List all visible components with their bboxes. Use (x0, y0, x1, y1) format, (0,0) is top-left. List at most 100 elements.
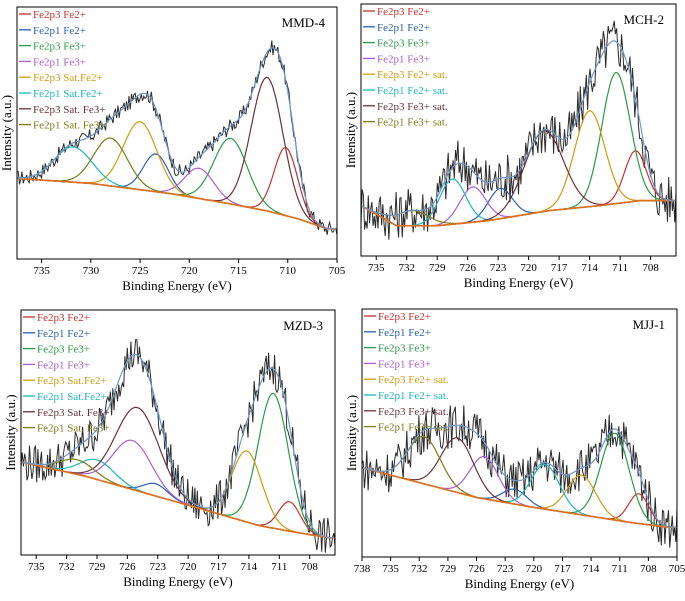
x-tick-label: 735 (33, 265, 50, 277)
background-line (362, 466, 677, 528)
plot-frame (360, 3, 677, 257)
x-tick-label: 717 (210, 561, 227, 573)
panel-mch-2: 735 732 729 726 723 720 717 714 711 708 Binding En… (343, 3, 677, 290)
x-tick-label: 735 (368, 262, 385, 274)
legend-entry: Fe2p1 Fe3+ sat. (377, 117, 448, 129)
envelope-fit (361, 40, 676, 217)
x-tick-label: 730 (83, 265, 100, 277)
legend-entry: Fe2p1 Fe2+ (37, 328, 90, 340)
x-tick-label: 729 (89, 561, 106, 573)
x-tick-label: 710 (280, 265, 297, 277)
legend-entry: Fe2p3 Fe3+ (37, 344, 90, 356)
panel-title: MMD-4 (282, 15, 326, 30)
legend-entry: Fe2p3 Fe2+ (377, 6, 430, 18)
x-tick-label: 717 (554, 563, 571, 575)
legend-entry: Fe2p1 Fe2+ (378, 327, 431, 339)
x-tick-label: 711 (271, 561, 287, 573)
envelope-fit (362, 424, 677, 528)
x-tick-label: 725 (132, 265, 149, 277)
background-line (17, 177, 337, 230)
x-tick-label: 708 (642, 262, 659, 274)
plot-area (17, 40, 337, 236)
x-tick-label: 732 (411, 563, 428, 575)
x-tick-label: 726 (459, 262, 476, 274)
x-tick-label: 735 (382, 563, 399, 575)
raw-spectrum (17, 40, 337, 236)
legend-entry: Fe2p3 Fe2+ sat. (378, 374, 449, 386)
legend-entry: Fe2p1 Fe2+ (377, 22, 430, 34)
envelope-fit (21, 353, 335, 539)
x-axis-label: Binding Energy (eV) (465, 576, 575, 591)
component-1 (362, 467, 677, 528)
plot-frame (361, 308, 678, 558)
plot-frame (16, 6, 338, 260)
x-tick-label: 714 (241, 561, 258, 573)
component-5 (21, 450, 335, 539)
panel-mjj-1: 738 735 732 729 726 723 720 717 714 711 708 705 Bind… (344, 308, 685, 591)
legend-entry: Fe2p1 Fe2+ sat. (378, 390, 449, 402)
legend: Fe2p3 Fe2+ Fe2p1 Fe2+ Fe2p3 Fe3+ Fe2p1 Fe3+… (23, 312, 110, 435)
component-2 (362, 467, 677, 528)
x-tick-label: 705 (669, 563, 685, 575)
x-tick-label: 726 (119, 561, 136, 573)
x-tick-label: 708 (301, 561, 318, 573)
x-tick-label: 714 (581, 262, 598, 274)
x-tick-label: 705 (329, 265, 346, 277)
raw-spectrum (361, 20, 676, 240)
legend-entry: Fe2p3 Fe2+ (37, 312, 90, 324)
plot-area (21, 338, 335, 553)
legend: Fe2p3 Fe2+ Fe2p1 Fe2+ Fe2p3 Fe3+ Fe2p1 Fe3+… (363, 6, 448, 129)
y-axis-label: Intensity (a.u.) (3, 394, 18, 470)
x-tick-label: 715 (230, 265, 247, 277)
background-line (21, 461, 335, 539)
legend-entry: Fe2p3 Sat.Fe2+ (33, 72, 103, 84)
legend: Fe2p3 Fe2+ Fe2p1 Fe2+ Fe2p3 Fe3+ Fe2p1 Fe3+… (19, 9, 106, 132)
plot-frame (20, 309, 336, 556)
legend-entry: Fe2p1 Fe3+ (37, 359, 90, 371)
legend-entry: Fe2p1 Fe3+ sat. (378, 422, 449, 434)
x-axis-label: Binding Energy (eV) (123, 574, 233, 589)
x-tick-label: 708 (640, 563, 657, 575)
x-axis-label: Binding Energy (eV) (464, 275, 574, 290)
legend-entry: Fe2p3 Sat. Fe3+ (37, 407, 110, 419)
x-tick-label: 729 (440, 563, 457, 575)
legend-entry: Fe2p3 Fe3+ sat. (378, 406, 449, 418)
component-5 (362, 467, 677, 528)
x-tick-label: 723 (149, 561, 166, 573)
x-tick-label: 729 (429, 262, 446, 274)
y-axis-label: Intensity (a.u.) (344, 395, 359, 471)
legend-entry: Fe2p1 Fe2+ sat. (377, 85, 448, 97)
x-tick-label: 711 (612, 262, 628, 274)
x-tick-label: 717 (551, 262, 568, 274)
legend-entry: Fe2p1 Fe3+ (377, 53, 430, 65)
y-axis-label: Intensity (a.u.) (343, 92, 358, 168)
background-line (361, 199, 676, 227)
legend-entry: Fe2p3 Sat.Fe2+ (37, 375, 107, 387)
legend-entry: Fe2p3 Fe3+ sat. (377, 101, 448, 113)
legend-entry: Fe2p3 Fe3+ (377, 38, 430, 50)
x-tick-label: 711 (612, 563, 628, 575)
legend: Fe2p3 Fe2+ Fe2p1 Fe2+ Fe2p3 Fe3+ Fe2p1 Fe3+… (364, 311, 449, 434)
legend-entry: Fe2p1 Fe3+ (33, 56, 86, 68)
legend-entry: Fe2p1 Sat. Fe3+ (33, 120, 106, 132)
component-8 (361, 200, 676, 224)
x-tick-label: 732 (398, 262, 415, 274)
raw-spectrum (362, 405, 677, 548)
x-tick-label: 738 (354, 563, 371, 575)
legend-entry: Fe2p1 Fe2+ (33, 25, 86, 37)
x-tick-label: 720 (180, 561, 197, 573)
legend-entry: Fe2p3 Fe3+ (378, 343, 431, 355)
component-8 (362, 435, 677, 528)
legend-entry: Fe2p1 Sat.Fe2+ (33, 88, 103, 100)
panel-title: MZD-3 (283, 318, 323, 333)
legend-entry: Fe2p3 Fe2+ (378, 311, 431, 323)
panel-mmd-4: 735 730 725 720 715 710 705 Binding Energy (eV)… (0, 6, 346, 293)
x-axis-label: Binding Energy (eV) (122, 278, 232, 293)
legend-entry: Fe2p3 Sat. Fe3+ (33, 104, 106, 116)
x-tick-label: 726 (468, 563, 485, 575)
x-tick-label: 720 (526, 563, 543, 575)
x-tick-label: 720 (520, 262, 537, 274)
component-4 (17, 167, 337, 230)
x-tick-label: 723 (490, 262, 507, 274)
